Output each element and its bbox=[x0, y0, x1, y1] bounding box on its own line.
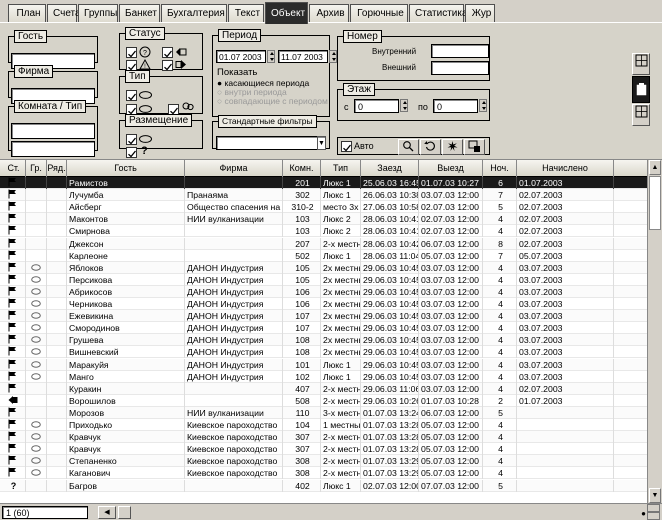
svg-text:?: ? bbox=[143, 50, 147, 57]
